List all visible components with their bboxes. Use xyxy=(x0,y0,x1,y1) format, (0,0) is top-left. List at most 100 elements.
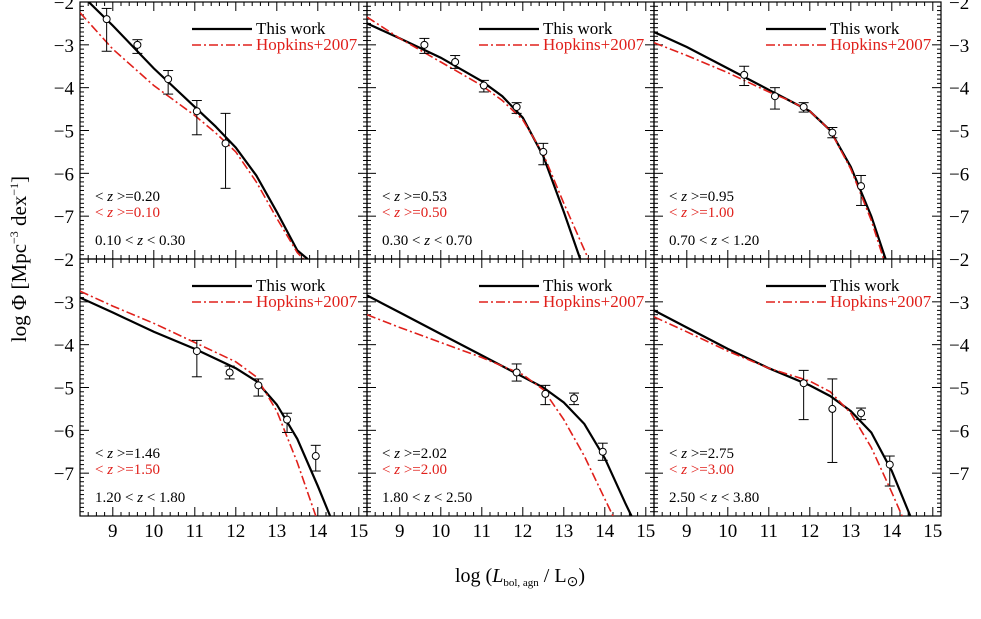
y-tick-label: −6 xyxy=(54,164,74,185)
panel-bottom-right: 9 10 11 12 13 14 15 −2 −3 −4 −5 −6 −7 This workHopkin… xyxy=(653,250,970,542)
mean-z-this-work: < z >=2.02 xyxy=(382,446,447,462)
y-tick-label: −6 xyxy=(54,421,74,442)
data-point xyxy=(828,404,837,413)
data-point xyxy=(828,128,837,137)
legend-label-this-work: This work xyxy=(543,276,613,295)
panel-frame xyxy=(653,258,942,517)
y-tick-label: −7 xyxy=(54,464,74,485)
y-tick-label: −4 xyxy=(949,79,970,100)
x-tick-label: 11 xyxy=(473,521,491,542)
legend-label-hopkins: Hopkins+2007 xyxy=(256,292,358,311)
x-tick-label: 13 xyxy=(267,521,286,542)
legend-label-this-work: This work xyxy=(543,19,613,38)
legend-label-hopkins: Hopkins+2007 xyxy=(543,35,645,54)
data-point xyxy=(283,415,292,424)
data-point xyxy=(541,389,550,398)
this-work-curve xyxy=(654,30,887,259)
data-point xyxy=(539,147,548,156)
x-tick-label: 12 xyxy=(800,521,819,542)
mean-z-hopkins: < z >=1.00 xyxy=(669,205,734,221)
data-point xyxy=(479,81,488,90)
mean-z-hopkins: < z >=1.50 xyxy=(95,462,160,478)
x-tick-label: 9 xyxy=(682,521,692,542)
data-point xyxy=(254,381,263,390)
y-tick-label: −5 xyxy=(54,122,74,143)
x-tick-label: 13 xyxy=(554,521,573,542)
mean-z-this-work: < z >=0.20 xyxy=(95,189,160,205)
y-tick-label: −2 xyxy=(54,0,74,14)
x-tick-label: 13 xyxy=(841,521,860,542)
y-tick-label: −3 xyxy=(949,293,969,314)
x-tick-label: 12 xyxy=(513,521,532,542)
data-point xyxy=(770,92,779,101)
this-work-curve xyxy=(654,309,912,516)
data-point xyxy=(512,102,521,111)
y-tick-label: −7 xyxy=(949,207,969,228)
data-point xyxy=(192,107,201,116)
z-range-label: 0.10 < z < 0.30 xyxy=(95,233,185,249)
mean-z-hopkins: < z >=3.00 xyxy=(669,462,734,478)
y-axis-label: log Φ [Mpc−3 dex−1] xyxy=(7,176,31,342)
x-tick-label: 9 xyxy=(395,521,405,542)
z-range-label: 2.50 < z < 3.80 xyxy=(669,490,759,506)
y-tick-label: −2 xyxy=(949,250,969,271)
legend-label-hopkins: Hopkins+2007 xyxy=(256,35,358,54)
hopkins-curve xyxy=(367,313,614,516)
legend-label-hopkins: Hopkins+2007 xyxy=(830,35,932,54)
hopkins-curve xyxy=(654,316,903,516)
this-work-curve xyxy=(80,296,332,516)
data-point xyxy=(192,347,201,356)
legend-label-hopkins: Hopkins+2007 xyxy=(543,292,645,311)
data-point xyxy=(451,57,460,66)
mean-z-this-work: < z >=0.95 xyxy=(669,189,734,205)
y-tick-label: −5 xyxy=(54,379,74,400)
y-tick-label: −3 xyxy=(949,36,969,57)
y-tick-label: −4 xyxy=(54,79,75,100)
data-point xyxy=(799,379,808,388)
y-tick-label: −3 xyxy=(54,293,74,314)
legend-label-hopkins: Hopkins+2007 xyxy=(830,292,932,311)
z-range-label: 0.70 < z < 1.20 xyxy=(669,233,759,249)
y-tick-label: −7 xyxy=(949,464,969,485)
data-point xyxy=(570,394,579,403)
legend-label-this-work: This work xyxy=(830,19,900,38)
y-tick-label: −5 xyxy=(949,122,969,143)
x-tick-label: 10 xyxy=(144,521,163,542)
data-point xyxy=(598,447,607,456)
hopkins-curve xyxy=(367,16,590,259)
x-tick-label: 14 xyxy=(882,521,902,542)
x-tick-label: 11 xyxy=(186,521,204,542)
data-point xyxy=(857,182,866,191)
z-range-label: 1.20 < z < 1.80 xyxy=(95,490,185,506)
x-tick-label: 12 xyxy=(226,521,245,542)
this-work-curve xyxy=(367,294,633,516)
hopkins-curve xyxy=(654,41,885,259)
x-tick-label: 9 xyxy=(108,521,118,542)
x-tick-label: 15 xyxy=(349,521,368,542)
y-tick-label: −5 xyxy=(949,379,969,400)
mean-z-this-work: < z >=1.46 xyxy=(95,446,160,462)
this-work-curve xyxy=(367,22,582,259)
legend-label-this-work: This work xyxy=(256,19,326,38)
mean-z-this-work: < z >=2.75 xyxy=(669,446,734,462)
y-tick-label: −4 xyxy=(949,336,970,357)
y-tick-label: −2 xyxy=(949,0,969,14)
x-tick-label: 10 xyxy=(431,521,450,542)
x-tick-label: 11 xyxy=(760,521,778,542)
legend-label-this-work: This work xyxy=(256,276,326,295)
mean-z-this-work: < z >=0.53 xyxy=(382,189,447,205)
y-tick-label: −2 xyxy=(54,250,74,271)
mean-z-hopkins: < z >=0.10 xyxy=(95,205,160,221)
x-tick-label: 14 xyxy=(595,521,615,542)
z-range-label: 1.80 < z < 2.50 xyxy=(382,490,472,506)
data-point xyxy=(512,368,521,377)
x-axis-label: log (Lbol, agn / L⊙) xyxy=(455,565,585,590)
panel-bottom-left: 9 10 11 12 13 14 15 −2 −3 −4 −5 −6 −7 This workHopkin… xyxy=(54,250,369,542)
y-tick-label: −4 xyxy=(54,336,75,357)
data-point xyxy=(164,75,173,84)
data-point xyxy=(311,452,320,461)
